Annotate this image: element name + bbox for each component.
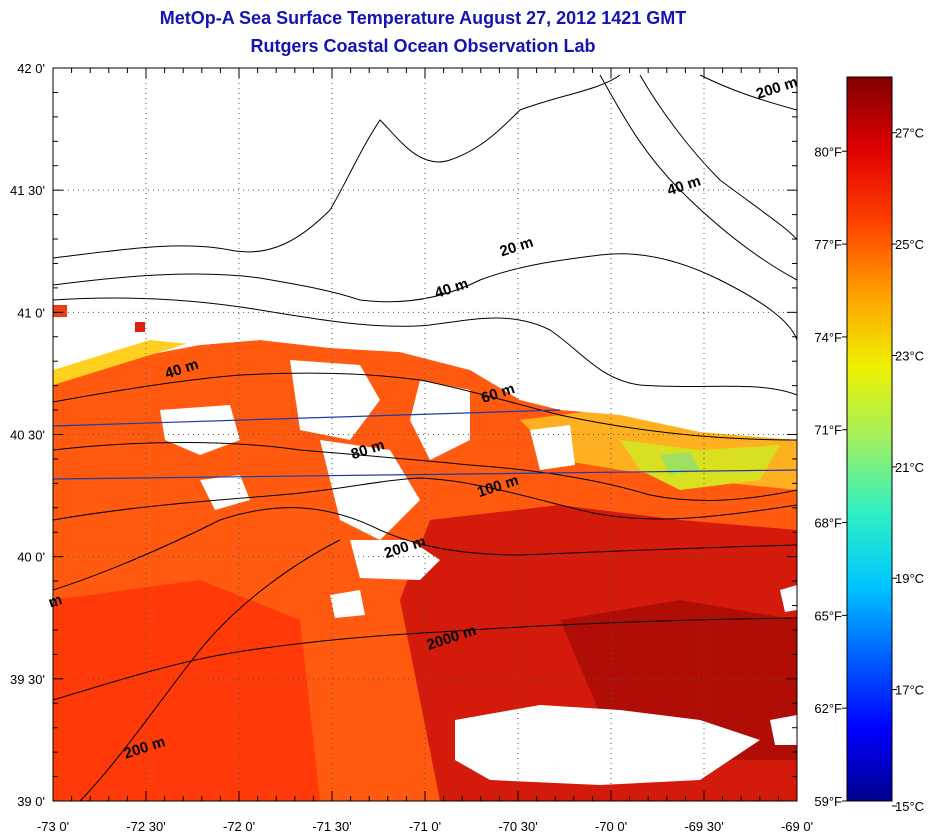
cloud-gap	[320, 440, 420, 540]
x-tick-label: -69 30'	[684, 819, 723, 834]
y-tick-label: 41 0'	[17, 305, 45, 320]
sst-southwest-region	[53, 580, 320, 801]
cloud-gap	[290, 360, 380, 440]
track-lines	[53, 409, 797, 480]
contour-60m	[53, 372, 797, 441]
map-subtitle: Rutgers Coastal Ocean Observation Lab	[250, 36, 596, 56]
contour-deep	[79, 539, 341, 801]
sst-yellow-patch	[620, 440, 780, 490]
celsius-label: 17°C	[895, 683, 924, 698]
celsius-label: 23°C	[895, 348, 924, 363]
x-tick-label: -70 30'	[498, 819, 537, 834]
y-tick-label: 40 0'	[17, 550, 45, 565]
y-tick-label: 39 0'	[17, 794, 45, 809]
x-axis-labels: -73 0' -72 30' -72 0' -71 30' -71 0' -70 30' -…	[37, 819, 813, 834]
fahrenheit-label: 59°F	[814, 794, 842, 809]
celsius-label: 15°C	[895, 799, 924, 814]
cloud-gap	[530, 425, 575, 470]
contour-40m	[53, 297, 797, 396]
contour-100m	[53, 477, 797, 521]
fahrenheit-label: 80°F	[814, 144, 842, 159]
x-tick-label: -71 0'	[409, 819, 441, 834]
y-axis-labels: 42 0' 41 30' 41 0' 40 30' 40 0' 39 30' 39 0'	[10, 61, 45, 809]
x-tick-label: -73 0'	[37, 819, 69, 834]
fahrenheit-label: 65°F	[814, 608, 842, 623]
y-tick-label: 42 0'	[17, 61, 45, 76]
contour-gulf-maine	[599, 74, 797, 281]
celsius-label: 27°C	[895, 126, 924, 141]
contour-label: m	[46, 591, 64, 611]
contour-80m	[53, 442, 797, 501]
fahrenheit-label: 68°F	[814, 516, 842, 531]
x-tick-label: -72 0'	[223, 819, 255, 834]
track-line	[53, 409, 561, 427]
minor-ticks	[52, 67, 798, 802]
colorbar	[846, 76, 893, 802]
cloud-gap	[410, 380, 470, 460]
fahrenheit-label: 74°F	[814, 330, 842, 345]
celsius-label: 19°C	[895, 571, 924, 586]
sst-speck	[53, 305, 67, 317]
contour-200m	[53, 507, 797, 591]
contour-gulf-maine-2	[639, 74, 797, 241]
cloud-gap	[330, 590, 365, 618]
y-tick-label: 39 30'	[10, 672, 45, 687]
colorbar-celsius-labels: 27°C 25°C 23°C 21°C 19°C 17°C 15°C	[892, 126, 924, 814]
x-tick-label: -72 30'	[126, 819, 165, 834]
sst-field	[53, 68, 797, 801]
cloud-gap	[770, 715, 797, 745]
cloud-gap	[200, 475, 250, 510]
colorbar-fahrenheit-labels: 80°F 77°F 74°F 71°F 68°F 65°F 62°F 59°F	[814, 144, 847, 809]
x-tick-label: -71 30'	[312, 819, 351, 834]
sst-speck	[135, 322, 145, 332]
bathymetry-contours	[53, 74, 797, 801]
map-title: MetOp-A Sea Surface Temperature August 2…	[159, 8, 687, 28]
track-line	[53, 469, 797, 480]
y-tick-label: 41 30'	[10, 183, 45, 198]
x-tick-label: -69 0'	[781, 819, 813, 834]
sst-green-patch	[660, 452, 700, 475]
contour-gulf-maine-3	[699, 74, 797, 111]
contour-2000m	[53, 617, 797, 701]
fahrenheit-label: 62°F	[814, 701, 842, 716]
celsius-label: 21°C	[895, 460, 924, 475]
fahrenheit-label: 77°F	[814, 237, 842, 252]
contour-20m	[53, 253, 797, 341]
fahrenheit-label: 71°F	[814, 423, 842, 438]
y-tick-label: 40 30'	[10, 428, 45, 443]
cloud-gap	[350, 540, 440, 580]
x-tick-label: -70 0'	[595, 819, 627, 834]
celsius-label: 25°C	[895, 237, 924, 252]
map-gridlines	[53, 68, 797, 801]
coastline	[53, 74, 621, 259]
cloud-gap	[455, 705, 760, 785]
